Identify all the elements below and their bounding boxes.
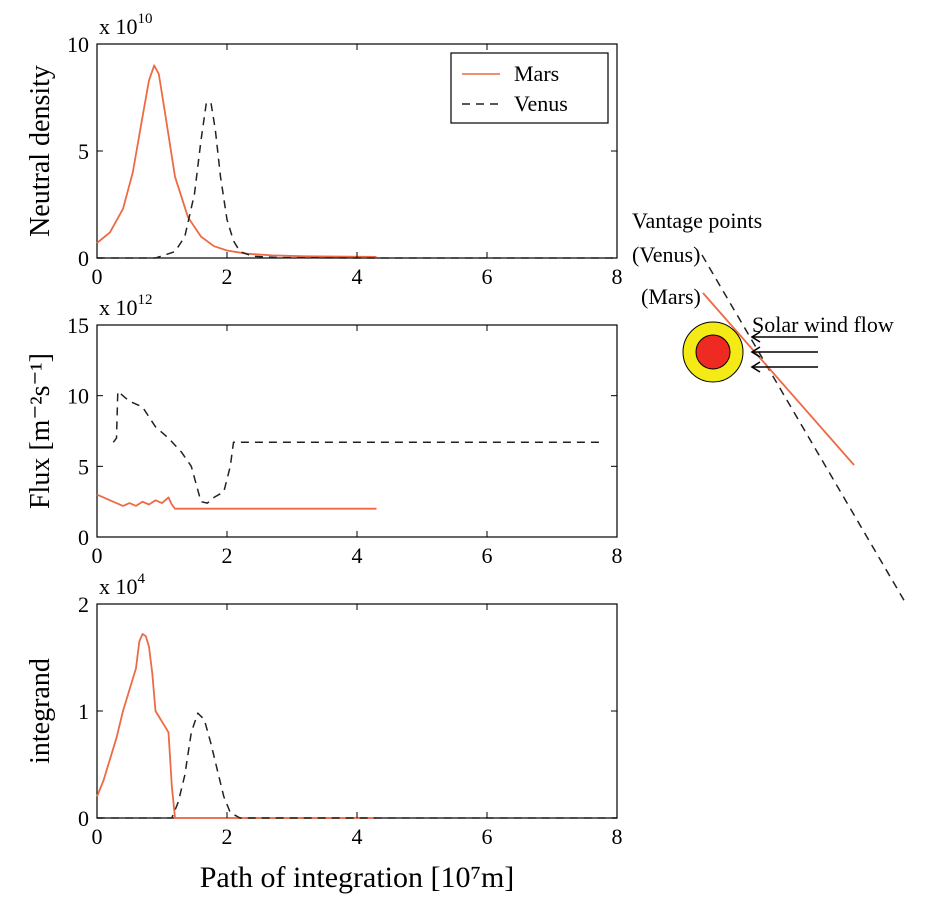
x-tick-label: 2 <box>222 824 233 849</box>
arrow-head <box>750 346 761 358</box>
series-line-mars <box>96 633 377 819</box>
y-tick-label: 0 <box>78 806 89 831</box>
series-line-venus <box>112 390 604 504</box>
venus-vantage-label: (Venus) <box>632 242 700 267</box>
x-tick-label: 4 <box>352 824 363 849</box>
tick-layer: 0 2 4 6 8 0 5 10 <box>67 32 623 289</box>
series-line-venus <box>97 101 617 259</box>
y-tick-label: 0 <box>78 525 89 550</box>
x-tick-label: 0 <box>92 824 103 849</box>
venus-line-of-sight <box>701 254 906 603</box>
series-layer <box>96 390 604 510</box>
x-tick-label: 8 <box>612 543 623 568</box>
y-tick-label: 15 <box>67 313 89 338</box>
y-tick-label: 5 <box>78 454 89 479</box>
x-tick-label: 6 <box>482 264 493 289</box>
multiplier-label: x 104 <box>99 571 146 599</box>
vantage-diagram: Vantage points (Venus) (Mars) Solar wind… <box>632 208 906 603</box>
x-tick-label: 8 <box>612 264 623 289</box>
planet-core <box>695 334 731 370</box>
legend-box <box>450 52 609 124</box>
tick-layer: 0 2 4 6 8 0 5 10 15 <box>67 313 623 568</box>
multiplier-label: x 1012 <box>99 292 153 320</box>
arrow-head <box>750 331 761 343</box>
multiplier-label: x 1010 <box>99 11 153 39</box>
panel-flux: 0 2 4 6 8 0 5 10 15 x 1012 Flux [m⁻²s⁻¹] <box>25 292 623 568</box>
series-layer <box>96 64 617 259</box>
legend-label-mars: Mars <box>514 61 559 86</box>
x-tick-label: 4 <box>352 264 363 289</box>
mars-vantage-label: (Mars) <box>641 284 701 309</box>
solar-wind-arrows <box>750 331 818 373</box>
x-tick-label: 2 <box>222 543 233 568</box>
x-tick-label: 2 <box>222 264 233 289</box>
mars-line-of-sight <box>702 292 855 466</box>
y-axis-label: Flux [m⁻²s⁻¹] <box>25 353 56 509</box>
x-tick-label: 4 <box>352 543 363 568</box>
y-tick-label: 5 <box>78 139 89 164</box>
x-axis-label: Path of integration [10⁷m] <box>200 861 515 894</box>
x-tick-label: 6 <box>482 824 493 849</box>
y-tick-label: 10 <box>67 32 89 57</box>
y-tick-label: 2 <box>78 592 89 617</box>
legend-label-venus: Venus <box>514 91 568 116</box>
series-line-venus <box>97 712 617 819</box>
x-tick-label: 6 <box>482 543 493 568</box>
plot-frame <box>96 324 618 538</box>
y-tick-label: 10 <box>67 384 89 409</box>
x-tick-label: 0 <box>92 543 103 568</box>
y-tick-label: 1 <box>78 699 89 724</box>
y-tick-label: 0 <box>78 246 89 271</box>
panel-integrand: 0 2 4 6 8 0 1 2 x 104 integrand Path of integra… <box>25 571 623 894</box>
series-line-mars <box>96 64 377 258</box>
legend: Mars Venus <box>450 52 609 124</box>
x-tick-label: 0 <box>92 264 103 289</box>
panel-neutral-density: 0 2 4 6 8 0 5 10 x 1010 Neutral density Mars Ve… <box>25 11 623 289</box>
plot-frame <box>96 603 618 819</box>
y-axis-label: integrand <box>25 658 56 764</box>
vantage-points-label: Vantage points <box>632 208 762 233</box>
arrow-head <box>750 361 761 373</box>
solar-wind-label: Solar wind flow <box>752 312 894 337</box>
x-tick-label: 8 <box>612 824 623 849</box>
tick-layer: 0 2 4 6 8 0 1 2 <box>78 592 623 849</box>
series-line-mars <box>96 493 377 510</box>
y-axis-label: Neutral density <box>25 65 56 237</box>
series-layer <box>96 633 617 819</box>
